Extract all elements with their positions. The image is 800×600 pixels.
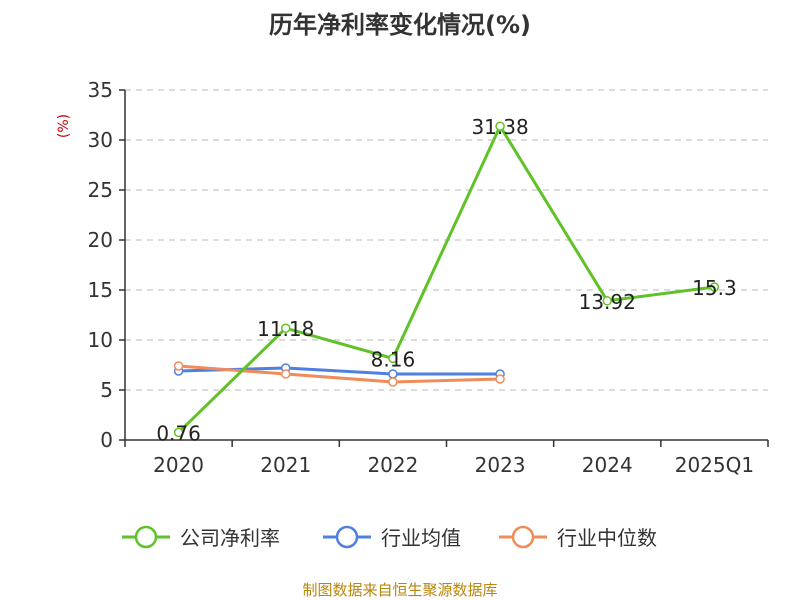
legend-swatch-marker: [134, 525, 158, 549]
data-label: 11.18: [257, 317, 314, 341]
x-tick-label: 2021: [260, 453, 311, 477]
legend-item-0[interactable]: 公司净利率: [122, 525, 280, 550]
data-point-2: [173, 361, 184, 371]
x-tick-label: 2023: [475, 453, 526, 477]
data-point-0: [602, 296, 612, 306]
y-tick-label: 5: [100, 378, 113, 402]
y-tick-label: 0: [100, 428, 113, 452]
legend-item-1[interactable]: 行业均值: [323, 525, 461, 550]
data-point-2: [495, 374, 505, 384]
legend-label: 公司净利率: [180, 526, 280, 550]
x-tick-label: 2020: [153, 453, 204, 477]
x-tick-label: 2022: [367, 453, 418, 477]
data-label: 8.16: [371, 347, 416, 371]
data-point-0: [709, 282, 720, 292]
legend-swatch-marker: [511, 525, 535, 549]
series-layer: [173, 121, 720, 438]
data-point-0: [495, 121, 505, 131]
y-tick-label: 20: [88, 228, 113, 252]
y-tick-label: 15: [88, 278, 113, 302]
legend-item-2[interactable]: 行业中位数: [499, 525, 657, 550]
data-point-2: [388, 377, 398, 387]
y-tick-label: 25: [88, 178, 113, 202]
x-tick-label: 2024: [582, 453, 633, 477]
data-point-0: [281, 323, 291, 333]
data-point-2: [281, 369, 291, 379]
legend-label: 行业均值: [381, 526, 461, 550]
axes: 0 5 10 15 20 25 30 35 2020 2021 2022 2023 2024 2025Q1: [88, 78, 769, 477]
legend-label: 行业中位数: [557, 526, 657, 550]
data-label: 31.38: [471, 115, 528, 139]
y-tick-label: 10: [88, 328, 113, 352]
data-point-0: [173, 427, 184, 438]
series-line-2: [178, 364, 501, 384]
data-label: 0.76: [156, 421, 201, 445]
y-tick-label: 30: [88, 128, 113, 152]
source-note: 制图数据来自恒生聚源数据库: [302, 581, 497, 599]
data-label: 15.3: [692, 276, 737, 300]
data-labels: 0.76 11.18 8.16 31.38 13.92 15.3: [156, 115, 736, 445]
x-tick-label: 2025Q1: [675, 453, 754, 477]
data-point-0: [388, 353, 398, 364]
series-line-0: [177, 124, 715, 434]
data-label: 13.92: [579, 290, 636, 314]
y-tick-label: 35: [88, 78, 113, 102]
y-axis-label: (%): [56, 114, 72, 138]
legend-swatch-marker: [335, 525, 359, 549]
chart-title: 历年净利率变化情况(%): [269, 11, 531, 39]
legend[interactable]: 公司净利率 行业均值 行业中位数: [122, 525, 657, 550]
